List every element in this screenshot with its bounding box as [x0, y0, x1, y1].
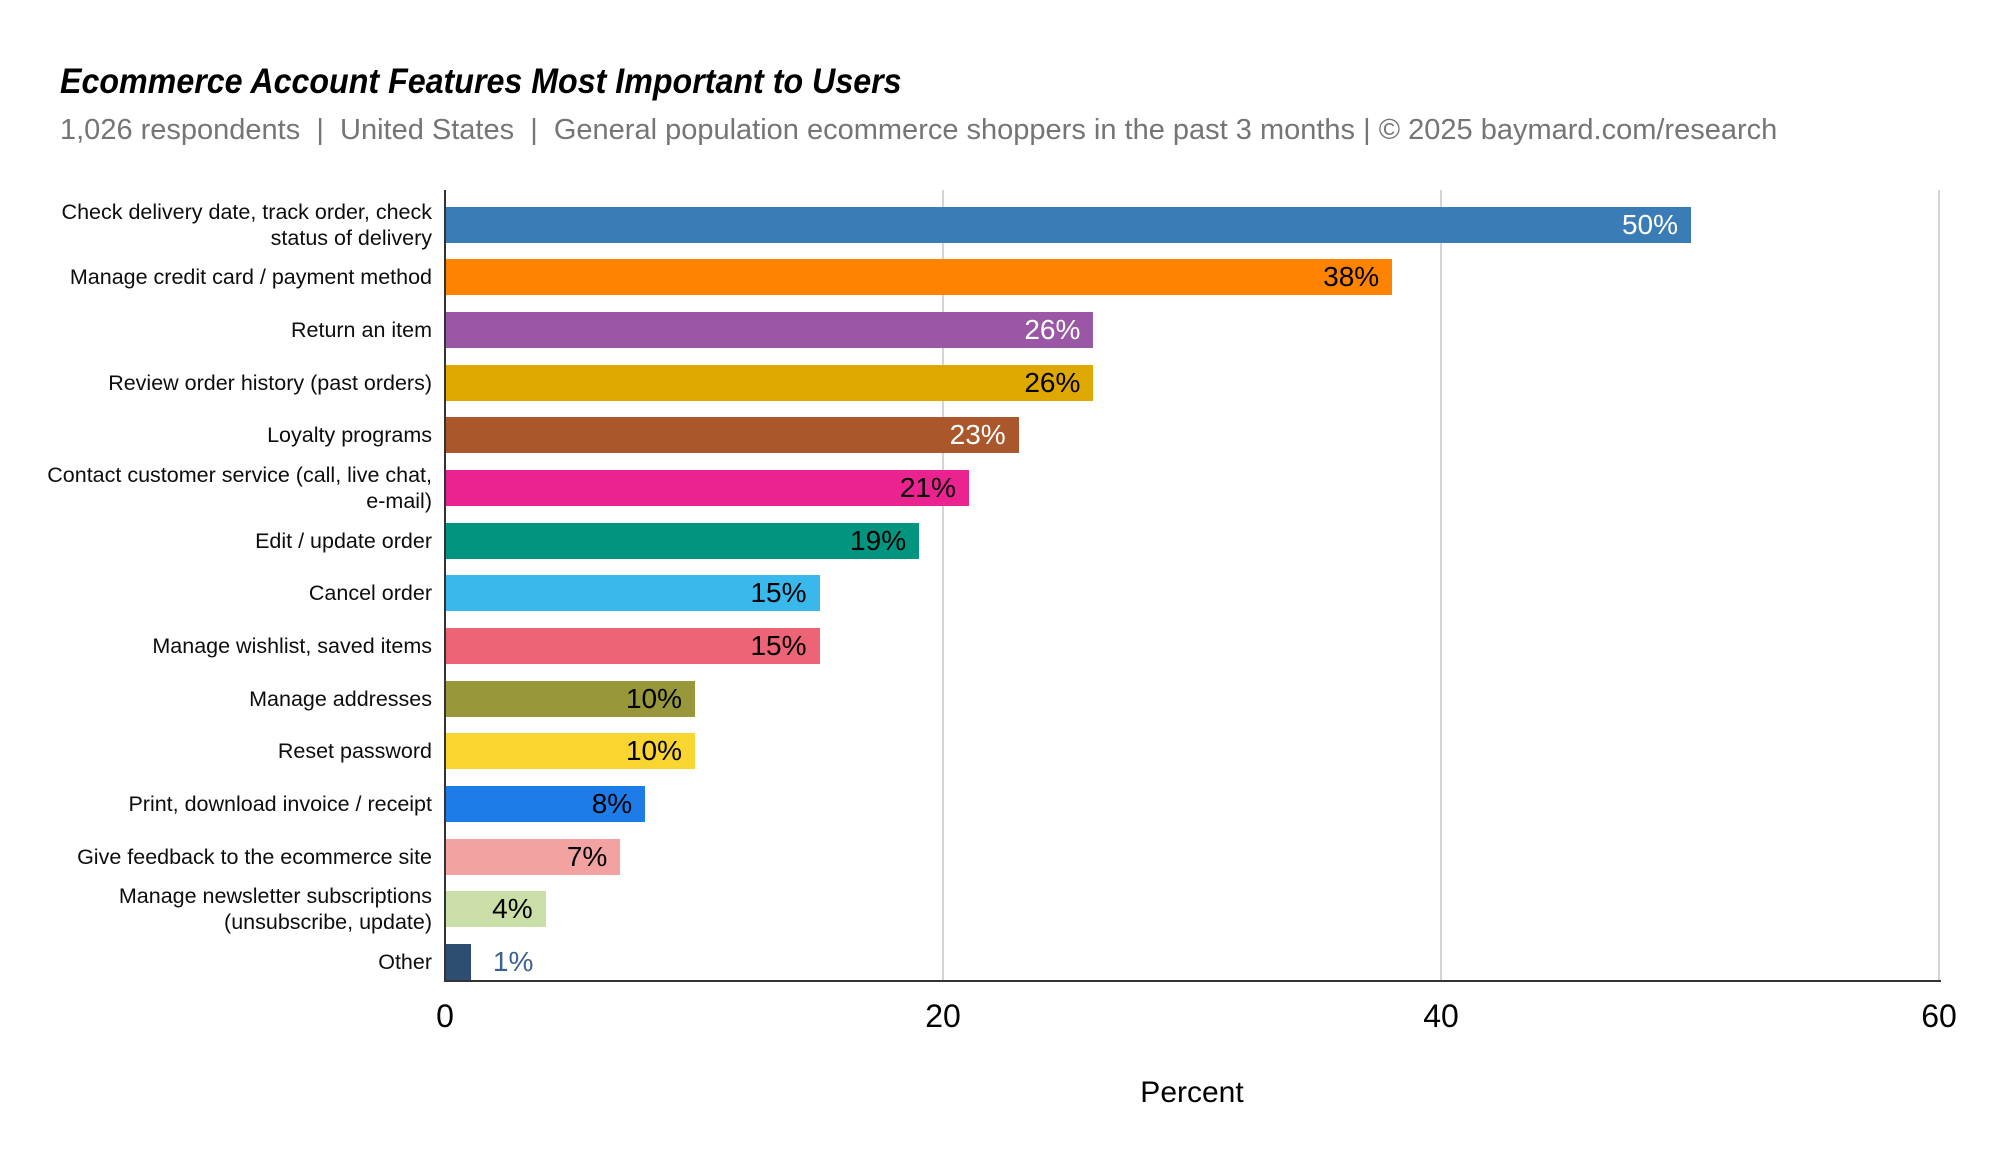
- category-label: Check delivery date, track order, check …: [61, 199, 432, 250]
- bar: 23%: [446, 417, 1019, 454]
- category-label: Reset password: [277, 739, 432, 764]
- value-label: 7%: [566, 840, 608, 872]
- bar-chart-plot-area: Check delivery date, track order, check …: [0, 190, 1998, 982]
- value-label: 4%: [492, 893, 533, 925]
- category-label: Cancel order: [308, 581, 432, 606]
- value-label: 1%: [492, 945, 534, 977]
- bar: 8%: [446, 785, 646, 822]
- bar: 1%: [446, 943, 533, 980]
- bar-row: Check delivery date, track order, check …: [0, 190, 1998, 250]
- x-axis-line: [444, 980, 1941, 982]
- bar-row: Manage wishlist, saved items 15%: [0, 611, 1998, 664]
- bar: 50%: [446, 206, 1691, 243]
- bar: 26%: [446, 364, 1094, 401]
- gridline-20: [942, 190, 944, 980]
- bar: 26%: [446, 311, 1094, 348]
- bar-row: Manage credit card / payment method 38%: [0, 243, 1998, 296]
- value-label: 23%: [949, 419, 1006, 451]
- category-label: Return an item: [290, 317, 432, 342]
- x-tick-label-60: 60: [1921, 998, 1957, 1034]
- bar-row: Manage newsletter subscriptions (unsubsc…: [0, 875, 1998, 935]
- category-label: Edit / update order: [255, 528, 432, 553]
- bar-row: Manage addresses 10%: [0, 664, 1998, 717]
- gridline-40: [1440, 190, 1442, 980]
- value-label: 26%: [1024, 366, 1081, 398]
- bar: 7%: [446, 838, 621, 875]
- value-label: 8%: [591, 787, 633, 819]
- bar-row: Give feedback to the ecommerce site 7%: [0, 822, 1998, 875]
- bar-row: Print, download invoice / receipt 8%: [0, 769, 1998, 822]
- category-label: Print, download invoice / receipt: [128, 791, 432, 816]
- value-label: 21%: [899, 471, 956, 503]
- bar-row: Contact customer service (call, live cha…: [0, 453, 1998, 513]
- bar: 10%: [446, 680, 695, 717]
- x-tick-label-40: 40: [1423, 998, 1459, 1034]
- bar: 4%: [446, 891, 546, 928]
- value-label: 38%: [1323, 261, 1380, 293]
- x-axis-title: Percent: [1140, 1076, 1244, 1109]
- chart-title: Ecommerce Account Features Most Importan…: [60, 62, 902, 101]
- bar-row: Other 1%: [0, 927, 1998, 980]
- value-label: 26%: [1024, 313, 1081, 345]
- bar-row: Return an item 26%: [0, 295, 1998, 348]
- bar-row: Loyalty programs 23%: [0, 401, 1998, 454]
- value-label: 10%: [625, 682, 682, 714]
- x-tick-label-20: 20: [925, 998, 961, 1034]
- category-label: Manage wishlist, saved items: [152, 633, 432, 658]
- bar: 10%: [446, 733, 695, 770]
- category-label: Contact customer service (call, live cha…: [47, 462, 432, 513]
- bar: 21%: [446, 469, 969, 506]
- bar-row: Edit / update order 19%: [0, 506, 1998, 559]
- value-label: 19%: [850, 524, 907, 556]
- category-label: Manage credit card / payment method: [69, 265, 432, 290]
- value-label: 15%: [750, 577, 807, 609]
- bar-row: Review order history (past orders) 26%: [0, 348, 1998, 401]
- value-label: 15%: [750, 629, 807, 661]
- category-label: Manage addresses: [249, 686, 432, 711]
- gridline-60: [1938, 190, 1940, 980]
- bar-row: Reset password 10%: [0, 717, 1998, 770]
- category-label: Manage newsletter subscriptions (unsubsc…: [118, 884, 432, 935]
- x-tick-label-0: 0: [436, 998, 454, 1034]
- value-label: 50%: [1621, 208, 1678, 240]
- y-axis-line: [444, 190, 446, 982]
- value-label: 10%: [625, 735, 682, 767]
- category-label: Loyalty programs: [267, 423, 432, 448]
- bar: 19%: [446, 522, 920, 559]
- bar: 15%: [446, 627, 820, 664]
- bar: 15%: [446, 575, 820, 612]
- category-label: Other: [378, 949, 432, 974]
- category-label: Give feedback to the ecommerce site: [77, 844, 432, 869]
- bar-row: Cancel order 15%: [0, 559, 1998, 612]
- chart-subtitle: 1,026 respondents | United States | Gene…: [60, 114, 1778, 146]
- bar: 38%: [446, 259, 1393, 296]
- category-label: Review order history (past orders): [108, 370, 432, 395]
